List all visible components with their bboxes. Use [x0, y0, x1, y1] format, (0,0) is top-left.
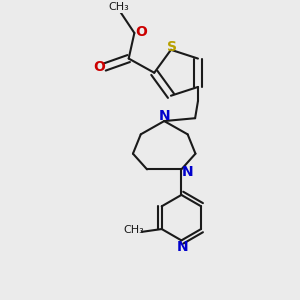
- Text: O: O: [136, 25, 147, 39]
- Text: CH₃: CH₃: [108, 2, 129, 12]
- Text: N: N: [177, 240, 189, 254]
- Text: S: S: [167, 40, 177, 54]
- Text: O: O: [93, 60, 105, 74]
- Text: N: N: [182, 165, 194, 179]
- Text: N: N: [158, 109, 170, 123]
- Text: CH₃: CH₃: [123, 226, 144, 236]
